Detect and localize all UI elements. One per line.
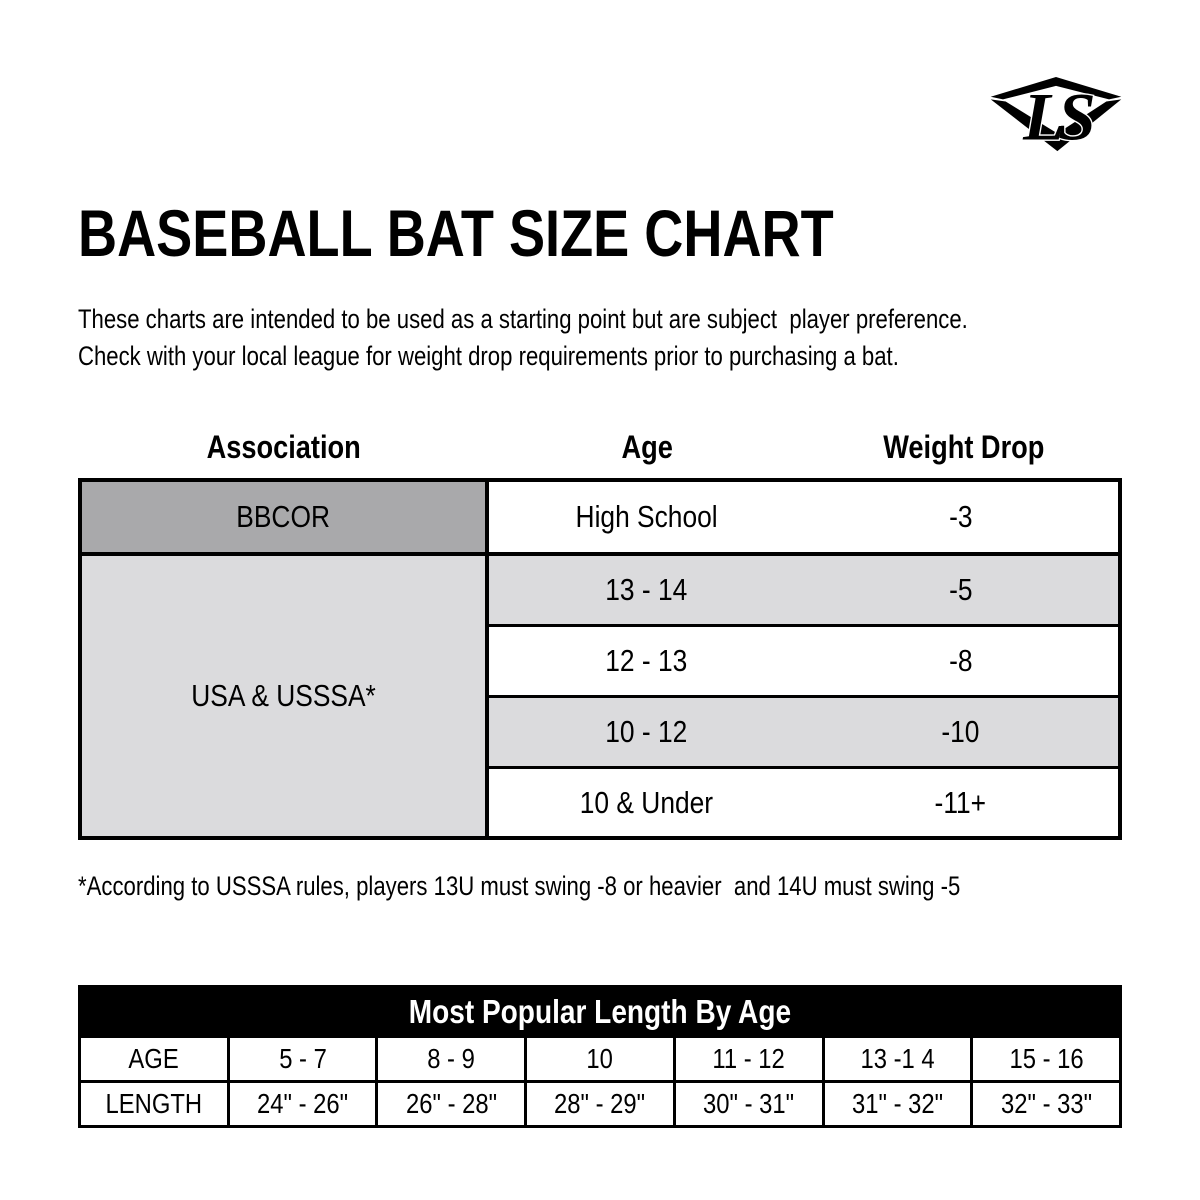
age-value: 10 [524,1038,673,1080]
ls-logo-letters: LS [1022,79,1093,155]
age-cell: 10 - 12 [605,714,688,749]
table-row: 13 - 14 -5 [489,556,1118,627]
length-value: 31" - 32" [821,1083,971,1125]
age-cell: 12 - 13 [605,643,688,678]
length-value: 32" - 33" [970,1083,1120,1125]
age-cell: High School [575,499,718,534]
louisville-slugger-logo: LS [988,68,1124,156]
age-row: AGE 5 - 7 8 - 9 10 11 - 12 13 -1 4 15 - … [81,1035,1120,1080]
age-value: 15 - 16 [970,1038,1120,1080]
table-row: High School -3 [489,482,1118,556]
table-row: 12 - 13 -8 [489,627,1118,698]
length-row: LENGTH 24" - 26" 26" - 28" 28" - 29" 30"… [81,1080,1120,1125]
association-column: BBCOR USA & USSSA* [82,482,489,836]
weight-drop-cell: -8 [949,643,973,678]
table-row: 10 - 12 -10 [489,698,1118,769]
subtitle-line-1: These charts are intended to be used as … [78,304,968,334]
weight-drop-cell: -10 [941,714,980,749]
age-cell: 10 & Under [579,784,713,820]
ls-diamond-icon: LS [990,76,1122,156]
age-value: 13 -1 4 [821,1038,971,1080]
column-header-weight-drop: Weight Drop [883,429,1045,465]
page-title: BASEBALL BAT SIZE CHART [78,196,834,270]
column-header-age: Age [621,429,673,465]
length-value: 24" - 26" [226,1083,376,1125]
weight-drop-cell: -3 [949,499,973,534]
weight-drop-cell: -11+ [934,784,987,820]
weight-drop-cell: -5 [949,572,973,607]
popular-length-table-title: Most Popular Length By Age [81,988,1119,1035]
association-cell-usa-usssa: USA & USSSA* [82,556,485,836]
association-cell-bbcor: BBCOR [82,482,485,556]
size-table: BBCOR USA & USSSA* High School -3 13 - 1… [78,478,1122,840]
age-value: 8 - 9 [375,1038,525,1080]
age-cell: 13 - 14 [605,572,688,607]
subtitle-line-2: Check with your local league for weight … [78,341,899,371]
usssa-footnote: *According to USSSA rules, players 13U m… [78,871,961,901]
age-weightdrop-column: High School -3 13 - 14 -5 12 - 13 -8 10 … [489,482,1118,836]
row-header-length: LENGTH [81,1083,227,1125]
age-value: 11 - 12 [672,1038,822,1080]
popular-length-table: Most Popular Length By Age AGE 5 - 7 8 -… [78,985,1122,1128]
subtitle: These charts are intended to be used as … [78,301,1163,375]
table-row: 10 & Under -11+ [489,769,1118,836]
row-header-age: AGE [81,1038,227,1080]
age-value: 5 - 7 [226,1038,376,1080]
length-value: 30" - 31" [672,1083,822,1125]
length-value: 26" - 28" [375,1083,525,1125]
column-header-association: Association [206,429,361,465]
size-table-column-headers: Association Age Weight Drop [78,427,1122,467]
length-value: 28" - 29" [524,1083,673,1125]
